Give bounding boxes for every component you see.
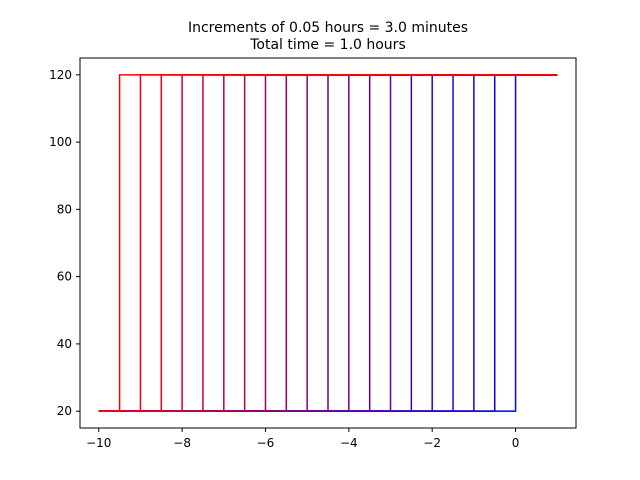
y-tick-label-4: 100: [49, 135, 72, 149]
x-tick-label-2: −6: [257, 436, 275, 450]
x-axis: −10 −8 −6 −4 −2 0: [86, 428, 519, 450]
y-tick-label-0: 20: [57, 404, 72, 418]
series-line-19: [98, 74, 558, 412]
series-layer: [98, 74, 558, 412]
y-tick-label-5: 120: [49, 68, 72, 82]
chart-title-line-1: Increments of 0.05 hours = 3.0 minutes: [188, 20, 468, 36]
x-tick-label-4: −2: [423, 436, 441, 450]
chart-title-line-2: Total time = 1.0 hours: [249, 37, 405, 53]
plot-frame: [79, 57, 577, 429]
y-tick-label-3: 80: [57, 202, 72, 216]
x-tick-label-3: −4: [340, 436, 358, 450]
x-tick-label-5: 0: [512, 436, 520, 450]
y-tick-label-1: 40: [57, 337, 72, 351]
x-tick-label-1: −8: [173, 436, 191, 450]
y-tick-label-2: 60: [57, 270, 72, 284]
x-tick-label-0: −10: [86, 436, 111, 450]
y-axis: 20 40 60 80 100 120: [49, 68, 80, 418]
